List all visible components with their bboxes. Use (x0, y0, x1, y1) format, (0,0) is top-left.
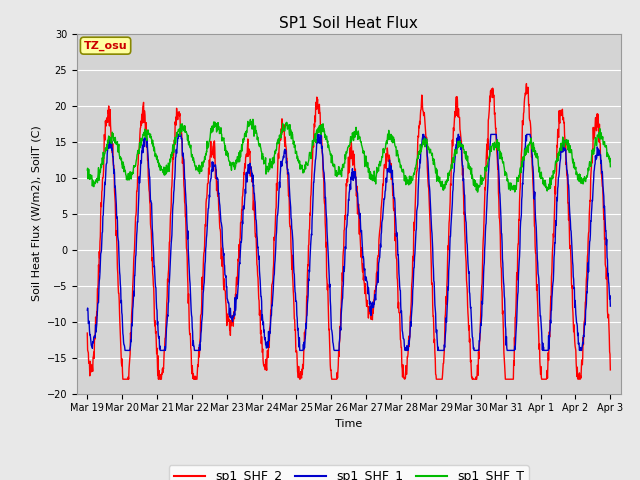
Title: SP1 Soil Heat Flux: SP1 Soil Heat Flux (280, 16, 418, 31)
Y-axis label: Soil Heat Flux (W/m2), SoilT (C): Soil Heat Flux (W/m2), SoilT (C) (31, 126, 41, 301)
Legend: sp1_SHF_2, sp1_SHF_1, sp1_SHF_T: sp1_SHF_2, sp1_SHF_1, sp1_SHF_T (169, 465, 529, 480)
Text: TZ_osu: TZ_osu (84, 40, 127, 51)
X-axis label: Time: Time (335, 419, 362, 429)
